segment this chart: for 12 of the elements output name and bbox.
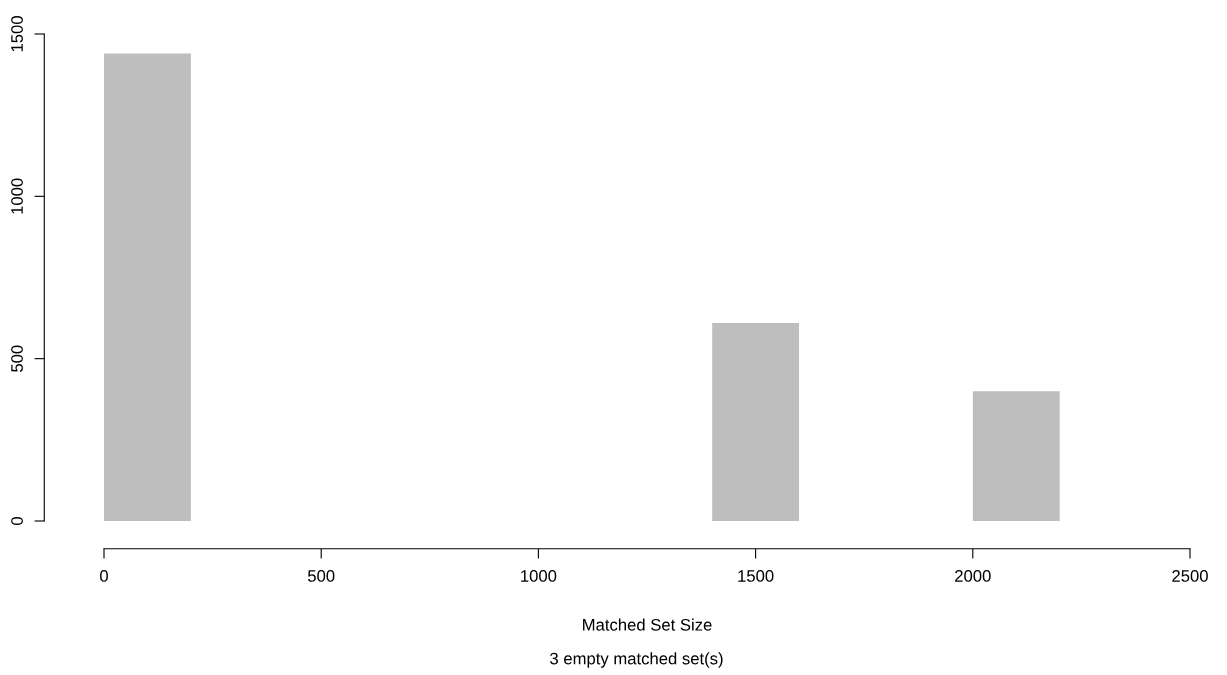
x-tick-label: 1000 bbox=[521, 570, 557, 582]
y-tick-label: 500 bbox=[11, 345, 23, 372]
x-tick-label: 0 bbox=[100, 570, 108, 582]
x-axis-title: Matched Set Size bbox=[583, 618, 712, 631]
x-tick-label: 2500 bbox=[1172, 570, 1208, 582]
y-tick-label: 1000 bbox=[11, 178, 23, 214]
y-tick-label: 1500 bbox=[11, 16, 23, 52]
y-tick-label: 0 bbox=[11, 517, 23, 525]
x-tick-label: 1500 bbox=[738, 570, 774, 582]
x-tick-label: 2000 bbox=[955, 570, 991, 582]
x-tick-label: 500 bbox=[307, 570, 335, 582]
text: 3 empty matched set(s) bbox=[550, 652, 723, 668]
